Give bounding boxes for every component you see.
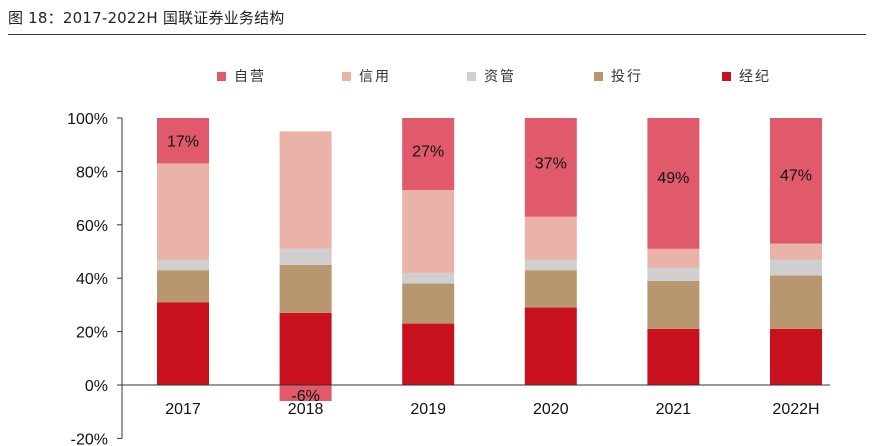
bar-segment <box>770 243 822 260</box>
y-tick-label: 80% <box>76 164 108 181</box>
bar-segment <box>524 307 577 385</box>
y-tick-label: 100% <box>67 111 108 128</box>
legend-item-brokerage: 经纪 <box>722 66 771 86</box>
data-label: 47% <box>780 167 812 184</box>
legend-item-credit: 信用 <box>342 66 391 86</box>
bar-segment <box>524 270 577 308</box>
x-tick-label: 2017 <box>165 401 201 418</box>
bar-segment <box>647 267 700 281</box>
legend-swatch-investment-banking <box>594 71 603 81</box>
bar-segment <box>402 190 455 273</box>
bar-segment <box>647 328 700 385</box>
bar-segment <box>157 163 209 260</box>
y-tick-label: -20% <box>71 431 108 446</box>
data-label: 17% <box>167 134 199 151</box>
bar-segment <box>770 328 822 385</box>
x-tick-label: 2019 <box>410 401 446 418</box>
y-tick-label: 60% <box>76 218 108 235</box>
bar-segment <box>279 264 332 313</box>
legend-swatch-proprietary <box>217 71 226 81</box>
legend-item-proprietary: 自营 <box>217 66 266 86</box>
bar-segment <box>647 280 700 329</box>
title-divider <box>8 34 866 35</box>
bar-segment <box>279 312 332 385</box>
y-tick-label: 20% <box>76 325 108 342</box>
legend-label-credit: 信用 <box>359 69 391 85</box>
x-tick-label: 2018 <box>288 401 324 418</box>
x-tick-label: 2020 <box>533 401 569 418</box>
bar-segment <box>402 283 455 324</box>
bar-segment <box>157 302 209 385</box>
legend-swatch-brokerage <box>722 71 731 81</box>
bar-segment <box>279 131 332 249</box>
data-label: 37% <box>535 155 567 172</box>
data-label: -6% <box>291 388 319 405</box>
bar-segment <box>770 259 822 276</box>
bar-segment <box>770 118 822 244</box>
bar-segment <box>402 118 455 191</box>
data-label: 27% <box>412 143 444 160</box>
legend-item-investment-banking: 投行 <box>594 66 643 86</box>
bar-segment <box>402 323 455 385</box>
bar-segment <box>279 248 332 265</box>
x-tick-label: 2021 <box>656 401 692 418</box>
figure-title: 图 18：2017-2022H 国联证券业务结构 <box>8 9 285 27</box>
legend-label-proprietary: 自营 <box>234 69 266 85</box>
bar-segment <box>402 272 455 284</box>
data-label: 49% <box>657 170 689 187</box>
bar-segment <box>157 118 209 164</box>
bar-segment <box>770 275 822 329</box>
legend-label-asset-mgmt: 资管 <box>484 69 516 85</box>
legend-label-investment-banking: 投行 <box>611 69 643 85</box>
y-tick-label: 40% <box>76 271 108 288</box>
legend-swatch-asset-mgmt <box>467 71 476 81</box>
bar-segment <box>524 259 577 271</box>
bar-segment <box>279 385 332 402</box>
bar-segment <box>524 118 577 217</box>
bar-segment <box>647 248 700 268</box>
x-tick-label: 2022H <box>772 401 819 418</box>
legend-item-asset-mgmt: 资管 <box>467 66 516 86</box>
legend-swatch-credit <box>342 71 351 81</box>
legend-label-brokerage: 经纪 <box>739 69 771 85</box>
bar-segment <box>157 259 209 271</box>
bar-segment <box>524 216 577 260</box>
chart-legend: 自营 信用 资管 投行 经纪 <box>0 66 874 88</box>
bar-segment <box>157 270 209 303</box>
y-tick-label: 0% <box>85 378 108 395</box>
bar-segment <box>647 118 700 249</box>
